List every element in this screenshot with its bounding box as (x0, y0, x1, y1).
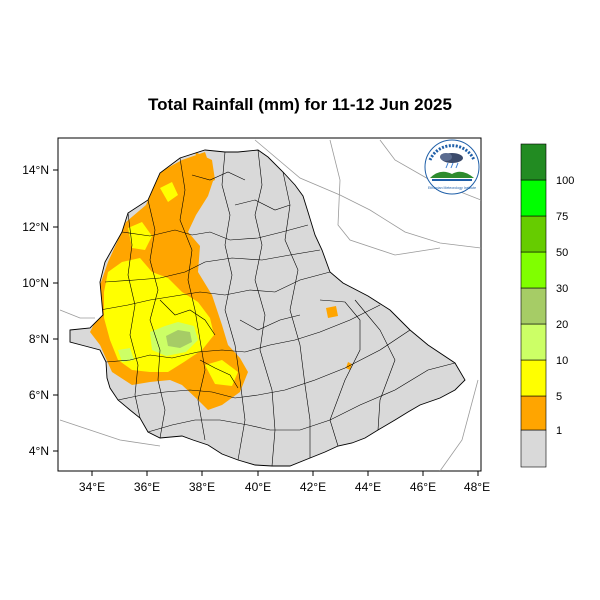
rainfall-shading (90, 152, 352, 410)
lat-label: 12°N (22, 220, 49, 234)
longitude-labels: 34°E 36°E 38°E 40°E 42°E 44°E 46°E 48°E (79, 480, 490, 494)
lat-label: 4°N (29, 444, 49, 458)
lon-label: 46°E (410, 480, 436, 494)
legend-swatch (520, 215, 547, 253)
legend-swatch (520, 429, 547, 468)
lon-label: 48°E (464, 480, 490, 494)
lat-label: 6°N (29, 388, 49, 402)
legend-swatch (520, 143, 547, 181)
latitude-labels: 14°N 12°N 10°N 8°N 6°N 4°N (22, 163, 49, 458)
rain-band-20-30 (166, 330, 192, 348)
legend-label: 50 (556, 247, 568, 259)
legend-label: 5 (556, 391, 562, 403)
legend-labels: 1 5 10 20 30 50 75 100 (556, 175, 574, 437)
admin-boundaries (99, 150, 456, 466)
lon-label: 40°E (245, 480, 271, 494)
meteorology-agency-logo-icon: Ethiopian Meteorology Institute (424, 139, 480, 195)
lon-label: 36°E (134, 480, 160, 494)
legend-swatch (520, 287, 547, 325)
legend-swatch (520, 359, 547, 397)
legend-colorbar (520, 143, 547, 468)
lat-label: 8°N (29, 332, 49, 346)
lat-label: 10°N (22, 276, 49, 290)
lon-label: 38°E (189, 480, 215, 494)
ethiopia-border (69, 149, 466, 467)
logo-text: Ethiopian Meteorology Institute (428, 186, 476, 190)
map-tick-marks (53, 169, 479, 476)
legend-label: 30 (556, 283, 568, 295)
lat-label: 14°N (22, 163, 49, 177)
lon-label: 42°E (300, 480, 326, 494)
legend-swatch (520, 179, 547, 217)
legend-swatch (520, 323, 547, 361)
map-title: Total Rainfall (mm) for 11-12 Jun 2025 (148, 95, 452, 114)
legend-label: 1 (556, 425, 562, 437)
legend-label: 100 (556, 175, 574, 187)
legend-label: 75 (556, 211, 568, 223)
legend-swatch (520, 395, 547, 431)
lon-label: 44°E (355, 480, 381, 494)
legend-swatch (520, 251, 547, 289)
legend-label: 20 (556, 319, 568, 331)
lon-label: 34°E (79, 480, 105, 494)
rain-patch-east (326, 306, 338, 318)
legend-label: 10 (556, 355, 568, 367)
